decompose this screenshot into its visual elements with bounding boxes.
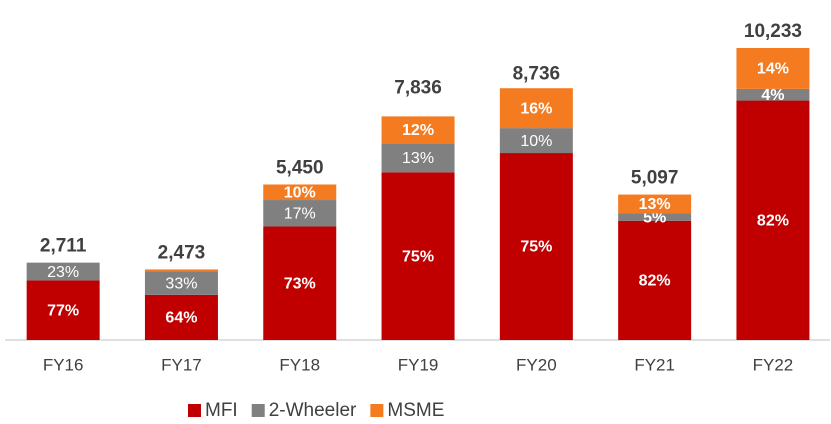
data-label: 64%: [165, 310, 197, 327]
bar-segment: [144, 294, 218, 340]
bar-segment: [144, 269, 218, 272]
data-label: 14%: [757, 61, 789, 78]
data-label: 73%: [284, 275, 316, 292]
bar-segment: [618, 220, 692, 340]
data-label: 77%: [47, 302, 79, 319]
total-label: 5,450: [276, 157, 324, 178]
data-label: 4%: [761, 87, 784, 104]
bar-segment: [736, 100, 810, 340]
bar-segment: [381, 143, 455, 173]
x-tick-label: FY20: [516, 355, 557, 374]
data-label: 13%: [402, 150, 434, 167]
bar-segment: [381, 116, 455, 144]
bar-segment: [26, 262, 100, 281]
bar-segment: [618, 213, 692, 221]
data-label: 10%: [520, 133, 552, 150]
bar-segment: [263, 184, 337, 201]
legend-swatch: [370, 404, 384, 417]
x-tick-label: FY22: [753, 355, 794, 374]
data-label: 17%: [284, 205, 316, 222]
total-label: 5,097: [631, 168, 679, 189]
total-label: 2,711: [40, 236, 87, 257]
legend-label: MSME: [387, 400, 444, 421]
data-label: 16%: [520, 100, 552, 117]
bar-segment: [26, 280, 100, 340]
total-label: 2,473: [158, 242, 206, 263]
bar-segment: [618, 194, 692, 214]
data-label: 10%: [284, 184, 316, 201]
bar-segment: [381, 172, 455, 340]
x-tick-label: FY17: [161, 355, 202, 374]
legend-label: MFI: [205, 400, 238, 421]
x-tick-label: FY16: [43, 355, 84, 374]
x-tick-label: FY21: [634, 355, 675, 374]
bar-segment: [499, 153, 573, 340]
x-tick-label: FY19: [398, 355, 439, 374]
data-label: 75%: [402, 248, 434, 265]
data-label: 75%: [520, 239, 552, 256]
total-label: 10,233: [744, 21, 802, 42]
data-label: 82%: [639, 273, 671, 290]
legend-label: 2-Wheeler: [269, 400, 357, 421]
total-label: 8,736: [513, 64, 561, 85]
data-label: 23%: [47, 264, 79, 281]
data-label: 5%: [643, 209, 666, 226]
bar-segment: [263, 200, 337, 227]
total-label: 7,836: [394, 77, 442, 98]
bar-segment: [736, 88, 810, 101]
bar-segment: [144, 271, 218, 295]
x-tick-label: FY18: [279, 355, 320, 374]
bar-segment: [499, 88, 573, 129]
legend-swatch: [188, 404, 201, 417]
bar-segment: [736, 48, 810, 89]
legend-swatch: [251, 404, 265, 417]
data-label: 82%: [757, 212, 789, 229]
bar-segment: [263, 226, 337, 340]
bar-segment: [499, 128, 573, 154]
data-label: 13%: [639, 196, 671, 213]
data-label: 33%: [165, 275, 197, 292]
data-label: 12%: [402, 122, 434, 139]
